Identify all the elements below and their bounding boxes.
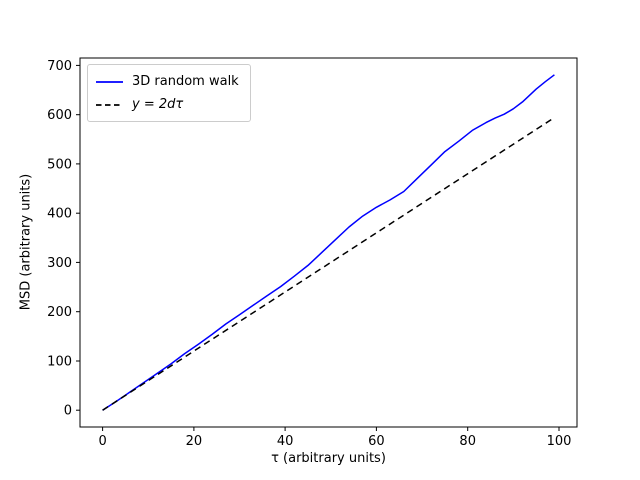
legend-dashed-line-sample: [96, 103, 123, 106]
y-axis-label: MSD (arbitrary units): [18, 173, 34, 311]
svg-text:0: 0: [64, 404, 72, 419]
legend-item-random-walk: 3D random walk: [96, 70, 239, 93]
svg-text:0: 0: [98, 434, 106, 449]
svg-text:600: 600: [47, 108, 72, 123]
svg-text:700: 700: [47, 59, 72, 74]
svg-text:400: 400: [47, 207, 72, 222]
legend: 3D random walk y = 2dτ: [87, 64, 251, 122]
svg-text:100: 100: [547, 434, 572, 449]
svg-text:40: 40: [277, 434, 294, 449]
svg-text:200: 200: [47, 305, 72, 320]
svg-text:500: 500: [47, 157, 72, 172]
svg-text:100: 100: [47, 355, 72, 370]
svg-text:300: 300: [47, 256, 72, 271]
legend-label-random-walk: 3D random walk: [132, 74, 239, 89]
legend-item-theory-line: y = 2dτ: [96, 93, 239, 116]
svg-text:80: 80: [459, 434, 476, 449]
svg-text:20: 20: [186, 434, 203, 449]
legend-label-theory-line: y = 2dτ: [132, 97, 184, 112]
x-axis-label: τ (arbitrary units): [271, 451, 386, 466]
svg-text:60: 60: [368, 434, 385, 449]
legend-solid-line-sample: [96, 80, 123, 83]
